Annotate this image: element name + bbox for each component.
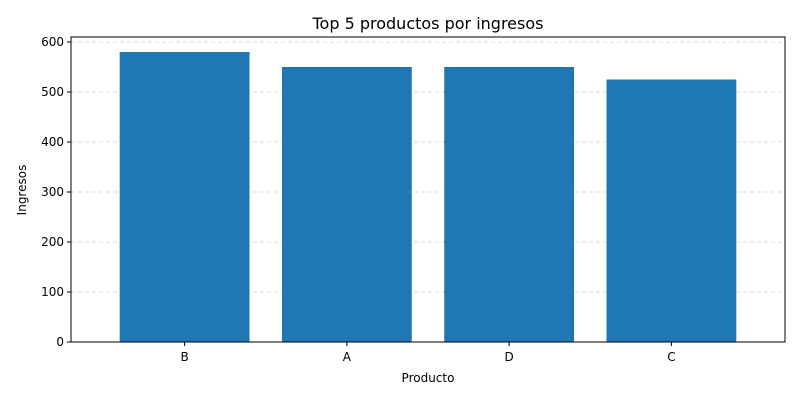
bar-A — [281, 67, 412, 342]
bar-D — [444, 67, 575, 342]
x-tick-label: A — [343, 350, 352, 364]
chart-title: Top 5 productos por ingresos — [312, 14, 544, 33]
bar-C — [606, 79, 737, 342]
bar-B — [119, 52, 250, 342]
y-tick-label: 400 — [41, 135, 64, 149]
plot-frame — [70, 36, 786, 343]
y-tick-label: 200 — [41, 235, 64, 249]
y-tick-label: 100 — [41, 285, 64, 299]
y-axis-label: Ingresos — [15, 165, 29, 216]
y-tick-label: 0 — [56, 335, 64, 349]
x-tick-label: B — [180, 350, 188, 364]
y-tick-label: 300 — [41, 185, 64, 199]
x-tick-label: D — [505, 350, 514, 364]
y-axis: 0 100 200 300 400 500 600 — [41, 35, 71, 349]
x-axis-label: Producto — [402, 371, 455, 385]
y-tick-label: 600 — [41, 35, 64, 49]
bars — [119, 52, 737, 342]
y-tick-label: 500 — [41, 85, 64, 99]
x-tick-label: C — [667, 350, 675, 364]
